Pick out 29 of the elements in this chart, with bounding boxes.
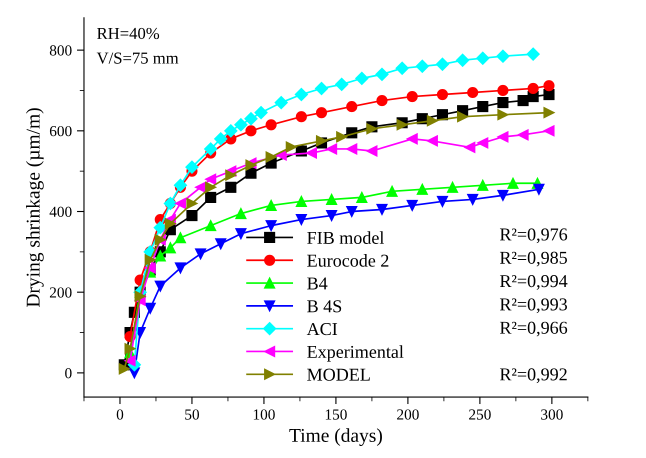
legend-label: Experimental [307,345,404,362]
annotation: R²=0,994 [500,275,568,290]
legend-label: ACI [306,323,338,336]
legend-label: FIB model [307,231,384,244]
annotation: R²=0,992 [500,368,567,384]
x-tick-label: 100 [254,409,275,420]
annotation: R²=0,966 [500,322,568,336]
y-axis-title: Drying shrinkage (µm/m) [26,108,44,308]
y-tick-label: 0 [65,368,72,378]
legend-label: MODEL [307,368,370,381]
x-tick-label: 50 [185,409,200,420]
legend-label: B4 [307,278,328,290]
legend-label: Eurocode 2 [307,254,388,267]
y-tick-label: 600 [50,126,72,136]
annotation: RH=40% [97,28,160,40]
annotation: R²=0,993 [500,298,567,314]
y-tick-label: 800 [50,45,72,56]
x-tick-label: 150 [326,409,347,420]
annotation: R²=0,985 [500,252,567,266]
y-tick-label: 200 [50,287,72,298]
x-tick-label: 300 [541,409,563,420]
annotation: V/S=75 mm [96,52,178,64]
x-axis-title: Time (days) [289,428,382,446]
x-tick-label: 200 [397,409,419,420]
y-tick-label: 400 [50,206,72,217]
x-tick-label: 0 [116,409,124,420]
legend-label: B 4S [307,300,342,312]
annotation: R²=0,976 [500,228,568,244]
x-tick-label: 250 [469,409,491,420]
